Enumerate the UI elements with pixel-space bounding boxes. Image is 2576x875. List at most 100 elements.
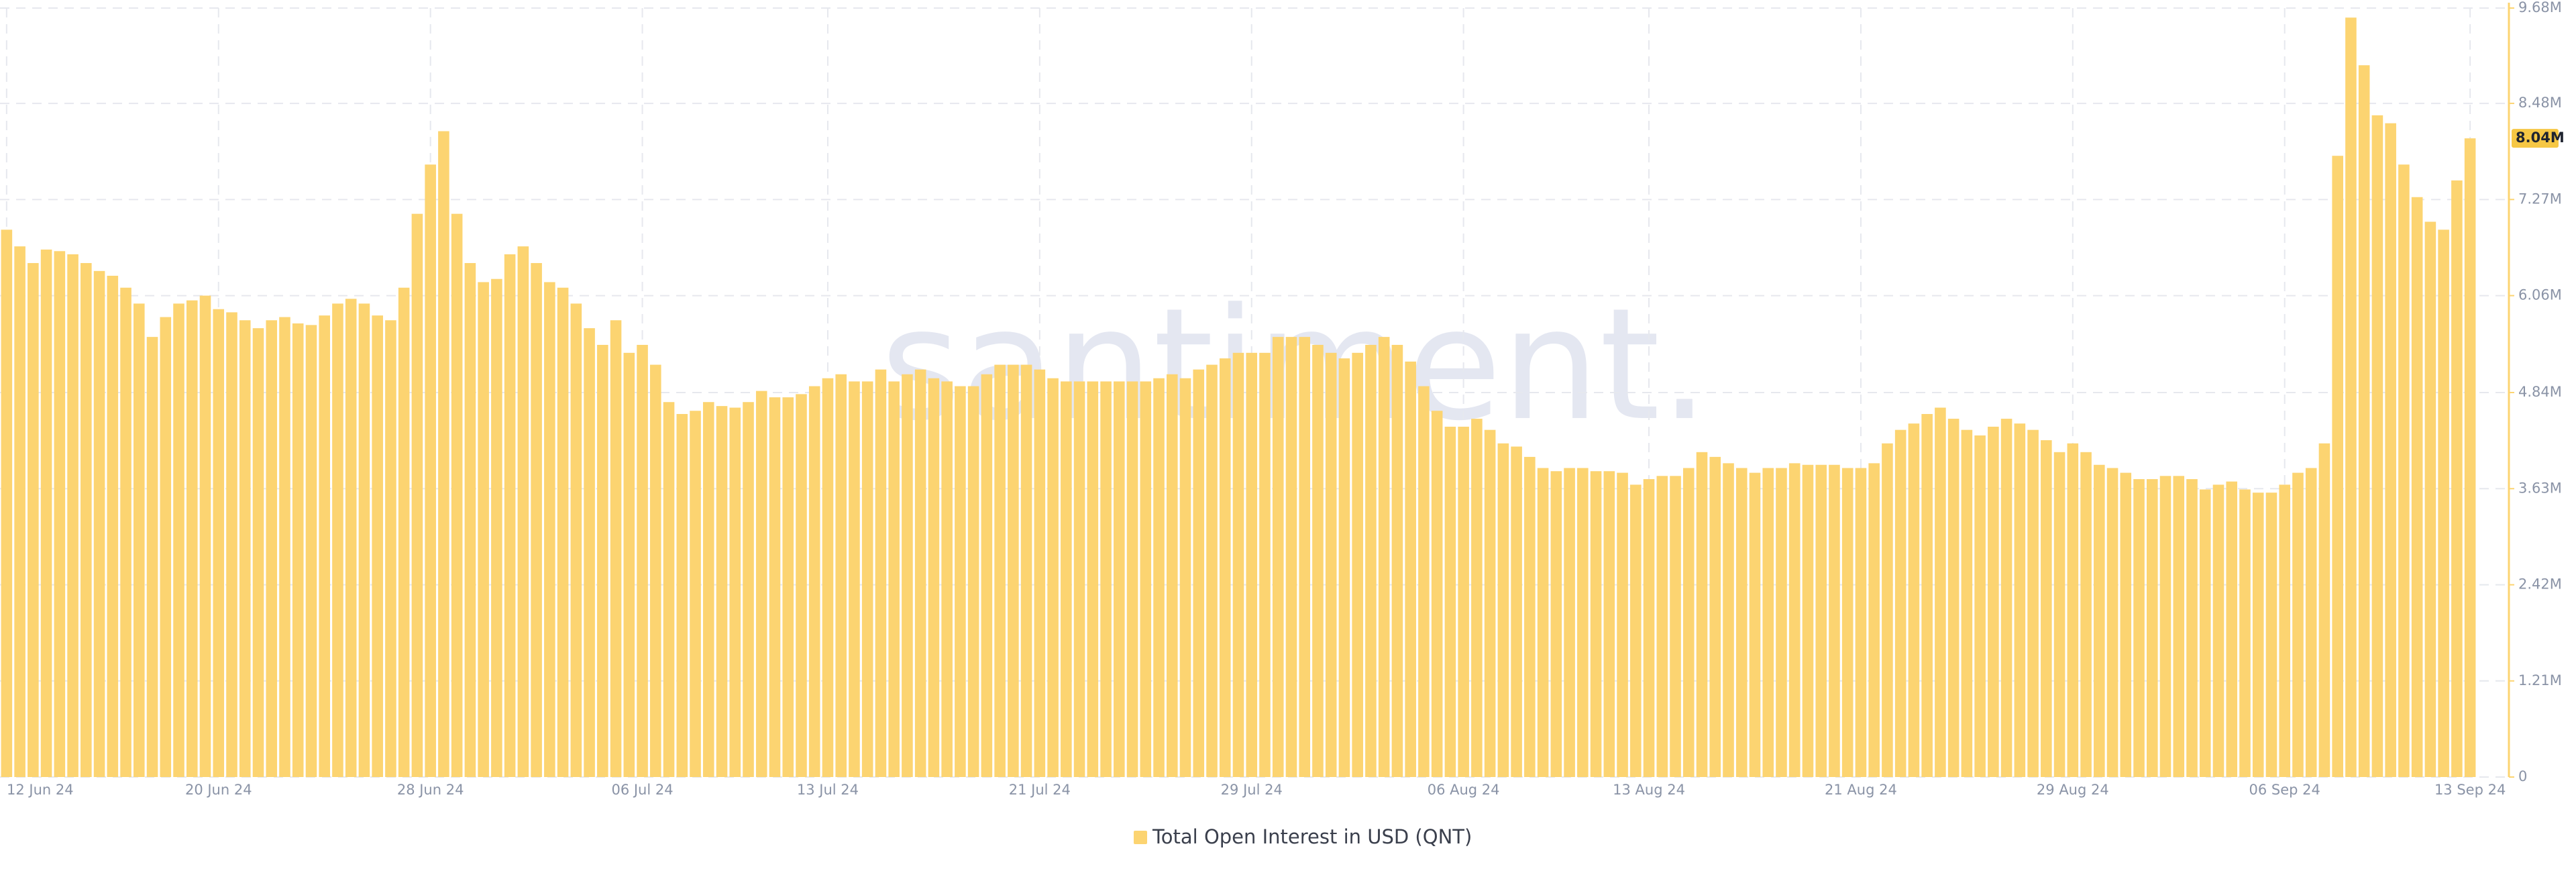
bar — [1100, 381, 1112, 777]
bar — [2146, 479, 2158, 777]
bar — [2411, 197, 2423, 777]
bar — [570, 303, 582, 777]
bar — [2041, 440, 2052, 777]
x-tick-label: 28 Jun 24 — [397, 782, 464, 798]
bar — [1829, 464, 1840, 777]
x-tick-label: 06 Aug 24 — [1428, 782, 1500, 798]
bar — [1232, 352, 1244, 777]
bar — [1193, 369, 1205, 777]
bar — [1882, 443, 1893, 777]
bar — [1153, 378, 1165, 777]
bar — [332, 303, 343, 777]
x-tick-label: 21 Aug 24 — [1825, 782, 1897, 798]
bar — [2120, 472, 2132, 777]
bar — [438, 131, 449, 777]
bar — [28, 263, 39, 777]
bar — [1179, 378, 1191, 777]
bar — [451, 213, 463, 777]
bar — [1988, 426, 1999, 777]
bar — [146, 337, 158, 777]
bar — [2252, 493, 2264, 777]
bar — [1947, 419, 1960, 777]
y-tick-label: 6.06M — [2518, 287, 2562, 303]
bar — [1008, 364, 1019, 777]
bar — [305, 325, 317, 777]
bar — [2106, 468, 2118, 777]
bar — [491, 278, 502, 777]
y-tick-label: 4.84M — [2518, 384, 2562, 400]
bar — [1073, 381, 1085, 777]
bar — [1564, 468, 1575, 777]
y-tick-label: 8.48M — [2518, 95, 2562, 111]
bar — [2067, 443, 2079, 777]
bar — [319, 315, 331, 777]
bar — [1550, 471, 1562, 777]
bar — [1, 229, 13, 777]
bar — [1418, 386, 1430, 777]
last-value-label: 8.04M — [2516, 130, 2565, 146]
bar — [1961, 429, 1973, 777]
bar — [199, 295, 211, 777]
bar — [1444, 426, 1456, 777]
bar — [292, 323, 304, 777]
bar — [2424, 221, 2436, 778]
bar — [1709, 456, 1721, 777]
bar — [835, 374, 847, 777]
bar — [425, 164, 436, 777]
bar — [782, 397, 794, 777]
bar — [173, 303, 184, 777]
bar — [252, 328, 264, 778]
x-tick-label: 29 Jul 24 — [1221, 782, 1283, 798]
bar — [2451, 180, 2463, 777]
bar — [345, 299, 357, 778]
bar — [1749, 472, 1761, 777]
x-tick-label: 06 Sep 24 — [2249, 782, 2320, 798]
bar — [888, 381, 900, 777]
bar — [1219, 358, 1231, 777]
bar — [1365, 344, 1377, 777]
bar — [2464, 138, 2476, 777]
bar — [955, 386, 966, 777]
bar — [1974, 435, 1986, 777]
bar — [226, 312, 237, 777]
y-tick-label: 7.27M — [2518, 191, 2562, 207]
bar — [1338, 358, 1350, 777]
bar — [902, 374, 913, 777]
last-value-badge — [2512, 129, 2559, 148]
bar — [2318, 443, 2330, 777]
bar — [981, 374, 993, 777]
bar — [2358, 65, 2370, 778]
y-tick-label: 3.63M — [2518, 480, 2562, 496]
bar — [133, 303, 145, 777]
bar — [1458, 426, 1469, 777]
bar — [2371, 115, 2383, 777]
bar — [2438, 229, 2449, 777]
bar — [1603, 471, 1615, 777]
bar — [1855, 468, 1867, 777]
bar — [1511, 446, 1522, 777]
bar — [1841, 468, 1854, 777]
bar — [875, 369, 887, 777]
bar — [93, 270, 105, 777]
bar — [1868, 463, 1880, 777]
bar — [1776, 468, 1787, 777]
bar — [2014, 423, 2026, 777]
bar — [517, 246, 529, 777]
bar — [504, 254, 516, 777]
bar — [637, 344, 648, 777]
bar — [1524, 456, 1536, 777]
bar — [861, 381, 873, 777]
bar — [120, 287, 131, 777]
y-tick-label: 1.21M — [2518, 672, 2562, 688]
bar — [729, 407, 741, 777]
bar — [1206, 364, 1218, 777]
bar — [2332, 156, 2343, 777]
x-tick-label: 29 Aug 24 — [2037, 782, 2109, 798]
bar — [663, 402, 675, 777]
bar — [2305, 468, 2317, 777]
bar — [1087, 381, 1099, 777]
x-tick-label: 13 Aug 24 — [1613, 782, 1685, 798]
bar — [2212, 484, 2224, 777]
bar — [531, 263, 542, 777]
bar — [1723, 463, 1734, 777]
